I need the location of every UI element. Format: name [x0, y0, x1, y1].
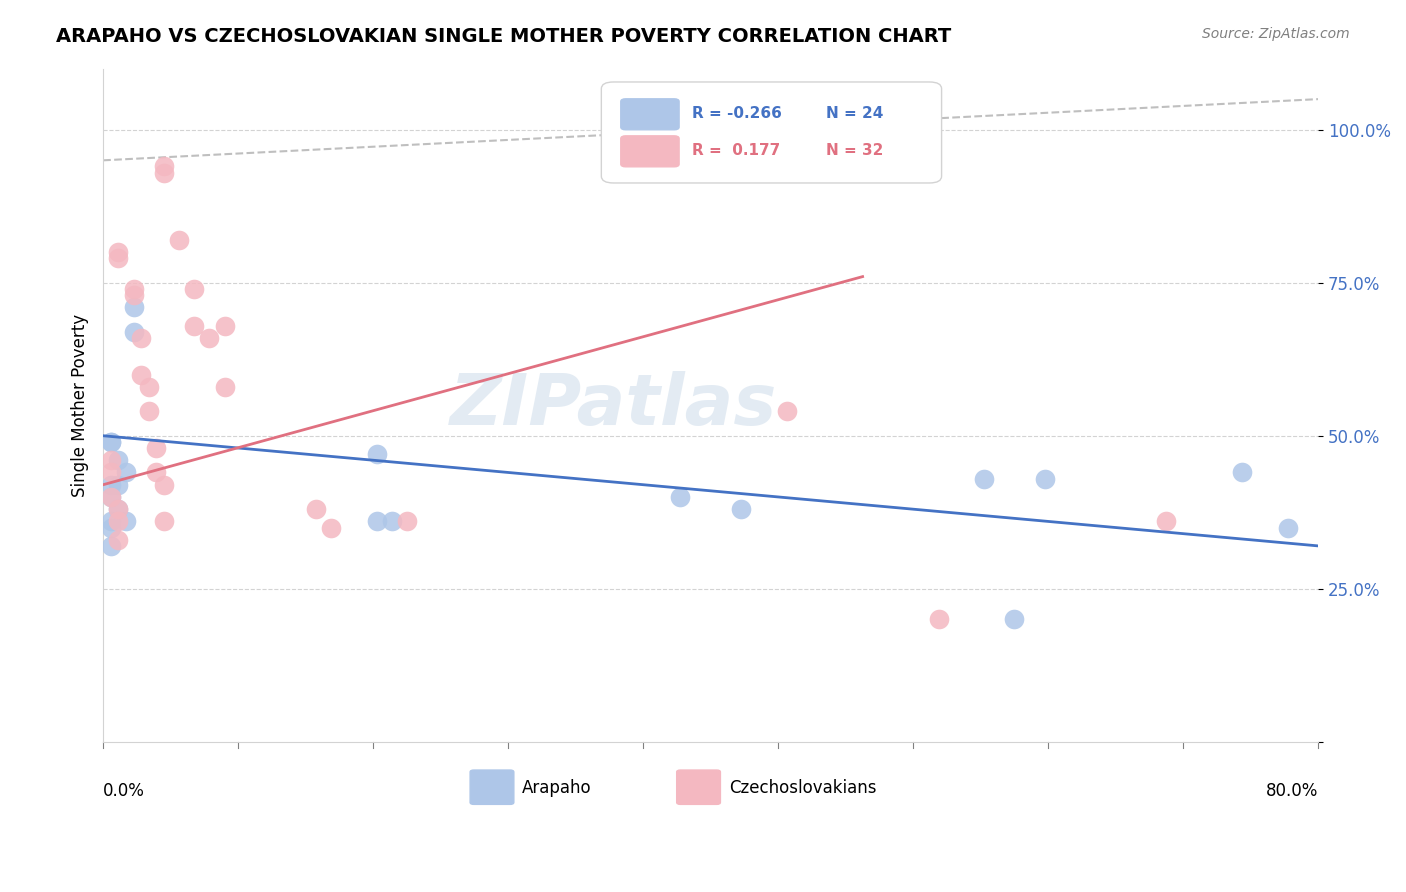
Text: 0.0%: 0.0%: [103, 782, 145, 800]
Point: [122, 325, 145, 339]
Point: [1232, 466, 1254, 480]
Point: [381, 515, 404, 529]
Point: [100, 453, 122, 467]
Text: R =  0.177: R = 0.177: [693, 143, 780, 158]
Text: 80.0%: 80.0%: [1265, 782, 1319, 800]
Point: [167, 233, 190, 247]
Point: [107, 502, 129, 516]
Point: [100, 539, 122, 553]
Point: [366, 447, 388, 461]
Point: [198, 331, 221, 345]
FancyBboxPatch shape: [602, 82, 942, 183]
Point: [115, 515, 138, 529]
Point: [107, 453, 129, 467]
Point: [183, 318, 205, 333]
FancyBboxPatch shape: [621, 99, 679, 129]
Text: R = -0.266: R = -0.266: [693, 106, 782, 121]
Point: [122, 300, 145, 314]
Point: [100, 490, 122, 504]
Point: [100, 515, 122, 529]
FancyBboxPatch shape: [470, 770, 513, 805]
Text: N = 32: N = 32: [827, 143, 883, 158]
Point: [107, 477, 129, 491]
Point: [214, 380, 236, 394]
Point: [100, 466, 122, 480]
Point: [153, 477, 176, 491]
Point: [122, 288, 145, 302]
Point: [153, 160, 176, 174]
Point: [129, 331, 152, 345]
Text: ARAPAHO VS CZECHOSLOVAKIAN SINGLE MOTHER POVERTY CORRELATION CHART: ARAPAHO VS CZECHOSLOVAKIAN SINGLE MOTHER…: [56, 27, 952, 45]
Point: [100, 520, 122, 534]
Text: ZIPatlas: ZIPatlas: [450, 371, 778, 440]
Point: [100, 434, 122, 449]
Point: [115, 466, 138, 480]
Point: [153, 165, 176, 179]
Point: [1033, 472, 1056, 486]
Point: [107, 533, 129, 547]
Text: Source: ZipAtlas.com: Source: ZipAtlas.com: [1202, 27, 1350, 41]
Point: [145, 466, 167, 480]
FancyBboxPatch shape: [621, 136, 679, 167]
Point: [395, 515, 418, 529]
Point: [730, 502, 752, 516]
FancyBboxPatch shape: [676, 770, 720, 805]
Point: [100, 477, 122, 491]
Point: [122, 282, 145, 296]
Point: [928, 612, 950, 626]
Point: [973, 472, 995, 486]
Point: [1004, 612, 1026, 626]
Point: [153, 515, 176, 529]
Point: [138, 380, 160, 394]
Point: [305, 502, 328, 516]
Point: [183, 282, 205, 296]
Point: [319, 520, 342, 534]
Point: [214, 318, 236, 333]
Point: [1277, 520, 1299, 534]
Y-axis label: Single Mother Poverty: Single Mother Poverty: [72, 314, 89, 497]
Point: [138, 404, 160, 418]
Point: [107, 502, 129, 516]
Point: [107, 252, 129, 266]
Point: [100, 434, 122, 449]
Point: [775, 404, 797, 418]
Point: [129, 368, 152, 382]
Point: [669, 490, 692, 504]
Point: [1156, 515, 1178, 529]
Point: [145, 441, 167, 455]
Point: [100, 490, 122, 504]
Point: [366, 515, 388, 529]
Text: Arapaho: Arapaho: [523, 779, 592, 797]
Text: Czechoslovakians: Czechoslovakians: [728, 779, 876, 797]
Point: [107, 515, 129, 529]
Point: [107, 245, 129, 260]
Text: N = 24: N = 24: [827, 106, 883, 121]
